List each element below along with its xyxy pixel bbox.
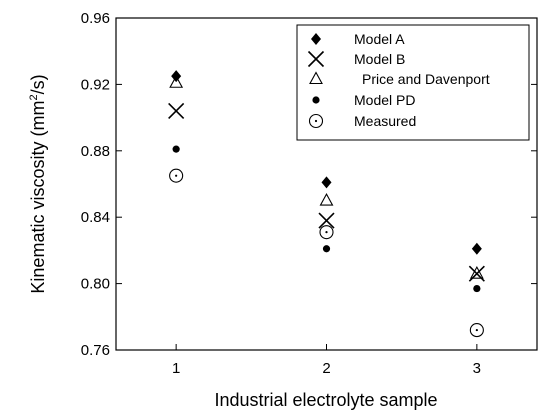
marker-ring [319, 225, 334, 240]
point-model-b [318, 212, 335, 229]
marker-ring [308, 113, 324, 129]
legend-box [296, 24, 530, 141]
marker-center [314, 119, 318, 123]
point-price-and-davenport [319, 192, 334, 206]
x-tick-label: 2 [322, 360, 330, 377]
legend-marker-model-a [311, 33, 321, 45]
legend-label-model-a: Model A [354, 31, 405, 47]
legend-marker-model-b [307, 50, 325, 68]
x-axis: 1 2 3 [172, 344, 481, 377]
y-tick-label: 0.96 [81, 10, 110, 27]
y-tick-label: 0.84 [81, 209, 110, 226]
legend-label-price-and-davenport: Price and Davenport [362, 71, 490, 87]
point-measured [319, 225, 334, 240]
y-axis-title: Kinematic viscosity (mm2/s) [28, 74, 48, 293]
point-model-a [321, 176, 332, 189]
y-axis: 0.76 0.80 0.84 0.88 0.92 0.96 [81, 10, 537, 359]
point-model-pd [322, 245, 331, 253]
point-model-b [168, 102, 185, 120]
point-measured [169, 168, 184, 183]
point-model-pd [473, 284, 481, 293]
point-model-a [471, 242, 482, 255]
legend-marker-measured [308, 113, 324, 129]
legend-markers [307, 33, 325, 129]
point-model-b [468, 265, 485, 282]
y-tick-label: 0.80 [81, 276, 110, 293]
marker-center [175, 174, 178, 177]
legend-marker-model-pd [312, 96, 320, 104]
legend: Model A Model B Price and Davenport Mode… [296, 24, 530, 141]
x-tick-label: 1 [172, 360, 180, 377]
legend-label-model-b: Model B [354, 51, 405, 67]
point-price-and-davenport [469, 265, 484, 279]
y-axis-title-tail: /s) [28, 74, 48, 94]
point-price-and-davenport [169, 75, 184, 88]
x-axis-title: Industrial electrolyte sample [214, 390, 437, 410]
x-tick-label: 3 [473, 360, 481, 377]
y-axis-title-superscript: 2 [28, 94, 40, 100]
legend-label-model-pd: Model PD [354, 92, 415, 108]
marker-center [325, 231, 328, 234]
y-tick-label: 0.92 [81, 76, 110, 93]
point-model-pd [172, 145, 180, 153]
data-points [168, 70, 485, 338]
legend-label-measured: Measured [354, 113, 416, 129]
y-axis-title-main: Kinematic viscosity (mm [28, 101, 48, 294]
point-measured [469, 323, 484, 338]
marker-ring [169, 168, 184, 183]
y-tick-label: 0.76 [81, 342, 110, 359]
legend-marker-price-and-davenport [309, 71, 323, 85]
marker-ring [469, 323, 484, 338]
y-tick-label: 0.88 [81, 143, 110, 160]
marker-center [475, 328, 478, 332]
